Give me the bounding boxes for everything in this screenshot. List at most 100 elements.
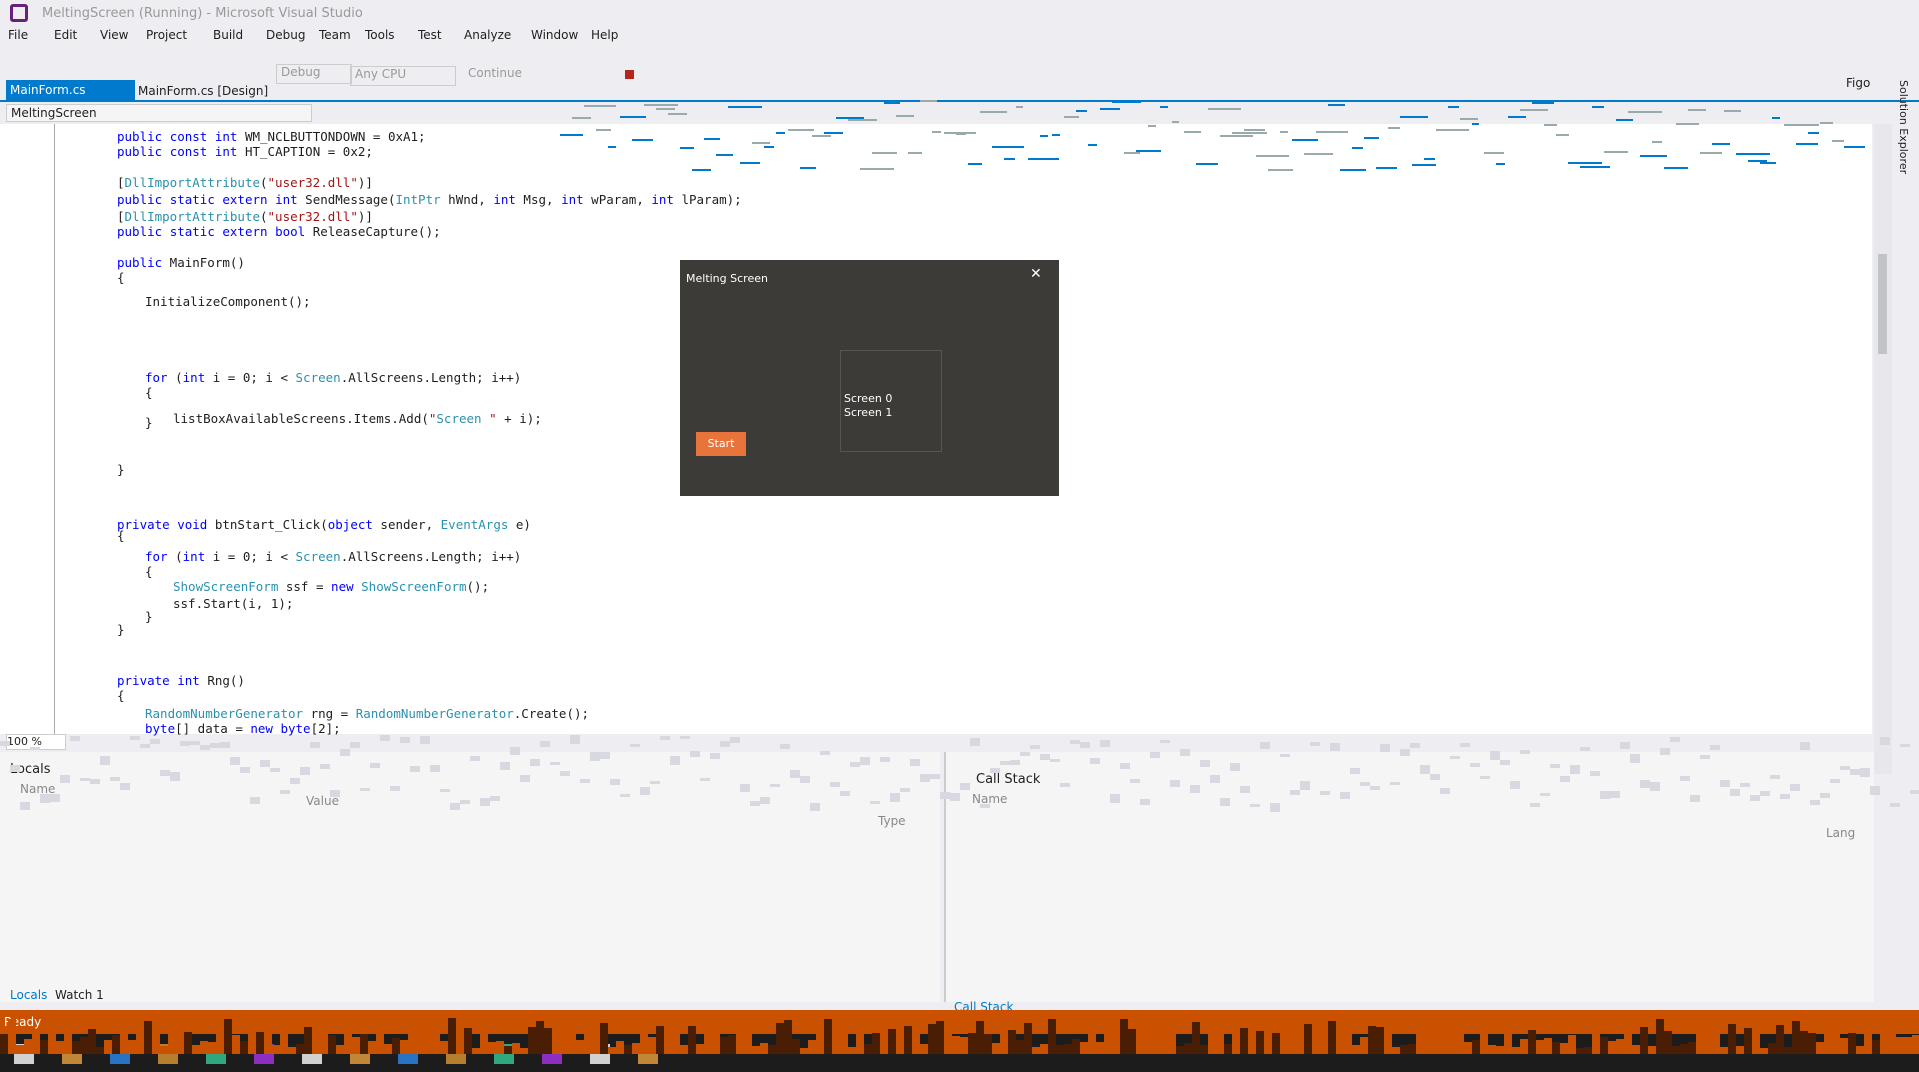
melt-drip [1424, 158, 1436, 161]
melt-column [1792, 1020, 1800, 1054]
tab[interactable]: MainForm.cs [Design] [138, 84, 269, 98]
melt-column [1400, 1044, 1408, 1054]
melt-column [32, 1031, 40, 1054]
melt-drip [1900, 743, 1910, 747]
melt-drip [490, 795, 500, 802]
melt-drip [1592, 106, 1605, 109]
code-line: [DllImportAttribute("user32.dll")] [117, 209, 373, 224]
melt-column [312, 1025, 320, 1054]
column-header: Name [20, 782, 56, 796]
config-dropdown[interactable]: Debug [276, 64, 352, 84]
melt-column [584, 1018, 592, 1054]
bottom-tab[interactable]: Watch 1 [55, 988, 104, 1002]
list-item[interactable]: Screen 0 [844, 392, 893, 405]
platform-dropdown[interactable]: Any CPU [350, 66, 456, 86]
melt-drip [1316, 131, 1349, 134]
melt-column [328, 1035, 336, 1054]
melt-drip [692, 168, 712, 171]
melt-drip [800, 775, 810, 784]
melt-column [384, 1043, 392, 1054]
melt-drip [584, 105, 617, 108]
melt-drip [1292, 138, 1318, 141]
melt-column [1144, 1019, 1152, 1054]
melt-column [1056, 1044, 1064, 1054]
melt-drip [776, 131, 785, 134]
menu-item[interactable]: View [100, 28, 129, 42]
melt-drip [1376, 167, 1398, 170]
melt-drip [668, 113, 687, 116]
code-line: } [145, 609, 153, 624]
menu-item[interactable]: Project [146, 28, 188, 42]
melt-drip [1660, 747, 1670, 756]
breadcrumb[interactable]: MeltingScreen [6, 104, 312, 122]
melt-column [1704, 1018, 1712, 1054]
melt-drip [1120, 763, 1130, 770]
menu-item[interactable]: Edit [54, 28, 78, 42]
melt-column [232, 1035, 240, 1054]
menu-item[interactable]: Build [213, 28, 244, 42]
melt-column [1072, 1038, 1080, 1054]
melt-column [368, 1041, 376, 1054]
melt-column [96, 1047, 104, 1054]
melt-column [1024, 1022, 1032, 1054]
tab-active[interactable]: MainForm.cs [6, 80, 135, 100]
melt-drip [1630, 754, 1640, 763]
menu-item[interactable]: Help [591, 28, 619, 42]
code-line: public static extern int SendMessage(Int… [117, 192, 742, 207]
menu-item[interactable]: Tools [365, 28, 395, 42]
melt-column [1264, 1026, 1272, 1054]
melt-drip [596, 128, 611, 131]
start-button[interactable]: Start [696, 432, 746, 456]
menu-item[interactable]: Debug [266, 28, 306, 42]
menu-item[interactable]: File [8, 28, 29, 42]
melt-drip [1670, 736, 1680, 742]
melt-column [1472, 1040, 1480, 1054]
melt-drip [1800, 741, 1810, 750]
menu-item[interactable]: Analyze [464, 28, 512, 42]
melt-drip [560, 771, 570, 776]
melt-column [1768, 1042, 1776, 1054]
melt-drip [1730, 789, 1740, 797]
menu-item[interactable]: Test [418, 28, 442, 42]
melt-column [888, 1029, 896, 1054]
melt-column [0, 1033, 8, 1054]
melt-drip [970, 738, 980, 746]
list-item[interactable]: Screen 1 [844, 406, 893, 419]
melt-drip [1040, 134, 1048, 137]
melt-drip [1760, 162, 1777, 165]
melt-column [440, 1041, 448, 1054]
melt-drip [100, 755, 110, 765]
melt-drip [980, 804, 990, 809]
melt-drip [660, 736, 670, 741]
melt-column [576, 1040, 584, 1054]
melt-column [856, 1020, 864, 1054]
melt-column [776, 1023, 784, 1054]
screen-list[interactable] [840, 350, 942, 452]
menu-item[interactable]: Team [319, 28, 351, 42]
melt-drip [850, 762, 860, 767]
melt-drip [40, 793, 50, 803]
menu-item[interactable]: Window [531, 28, 579, 42]
melt-drip [170, 771, 180, 781]
side-tab[interactable]: Solution Explorer [1897, 80, 1910, 175]
melt-drip [836, 116, 865, 119]
melt-drip [1268, 169, 1294, 172]
melt-column [1328, 1021, 1336, 1054]
continue-button[interactable]: Continue [468, 66, 522, 80]
melt-drip [1784, 124, 1820, 127]
melt-column [1208, 1024, 1216, 1054]
melt-drip [940, 791, 950, 800]
melt-drip [1616, 119, 1633, 122]
bottom-tab[interactable]: Locals [10, 988, 48, 1002]
melt-drip [920, 774, 930, 782]
melt-drip [1330, 743, 1340, 752]
close-button[interactable]: ✕ [1030, 266, 1042, 282]
melt-drip [1604, 150, 1628, 153]
melt-column [664, 1023, 672, 1054]
code-line: ShowScreenForm ssf = new ShowScreenForm(… [173, 579, 490, 594]
melt-drip [1532, 102, 1555, 105]
melt-column [1520, 1038, 1528, 1054]
melt-drip [1220, 134, 1254, 137]
stop-button[interactable] [625, 70, 634, 79]
melt-column [976, 1021, 984, 1054]
